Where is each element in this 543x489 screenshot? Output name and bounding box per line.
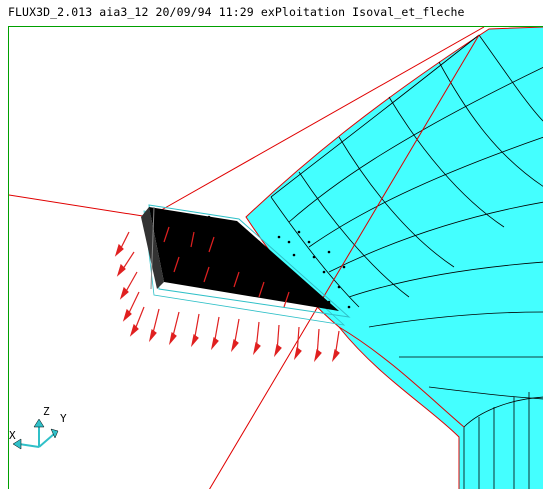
conductor-block[interactable]: [141, 204, 351, 326]
3d-viewport[interactable]: X Y Z: [8, 26, 543, 489]
mesh-points: [182, 213, 351, 309]
axis-y-label: Y: [60, 412, 67, 425]
field-arrows: [114, 226, 340, 363]
axis-x-label: X: [9, 429, 16, 442]
construction-lines: [9, 27, 485, 489]
axis-z-label: Z: [43, 405, 50, 418]
window-title: FLUX3D_2.013 aia3_12 20/09/94 11:29 exPl…: [8, 5, 465, 19]
scene-canvas: X Y Z: [9, 27, 543, 489]
axis-triad: X Y Z: [9, 405, 67, 450]
mesh-surface: [245, 27, 543, 489]
